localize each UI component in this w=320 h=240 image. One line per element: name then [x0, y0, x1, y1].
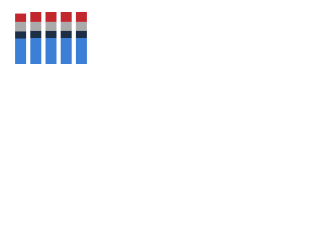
- bar-segment: [45, 30, 57, 38]
- chart: [15, 12, 87, 64]
- bar-segment: [30, 30, 42, 38]
- bar-segment: [45, 21, 57, 31]
- bar-segment: [30, 38, 42, 64]
- bar-segment: [75, 12, 87, 22]
- bar-segment: [75, 21, 87, 31]
- bar-segment: [75, 38, 87, 64]
- bar-segment: [75, 30, 87, 38]
- bar-segment: [60, 12, 72, 22]
- bar-segment: [30, 12, 42, 22]
- bar-segment: [60, 21, 72, 31]
- bar-segment: [15, 13, 27, 22]
- bar-segment: [15, 21, 27, 32]
- bar-segment: [45, 12, 57, 22]
- page: (() => { const data = JSON.parse(documen…: [0, 0, 100, 71]
- bar-segment: [60, 30, 72, 38]
- bar-segment: [60, 38, 72, 64]
- bar-segment: [45, 38, 57, 64]
- bar-segment: [30, 21, 42, 31]
- bar-segment: [15, 31, 27, 39]
- bar-segment: [15, 38, 27, 64]
